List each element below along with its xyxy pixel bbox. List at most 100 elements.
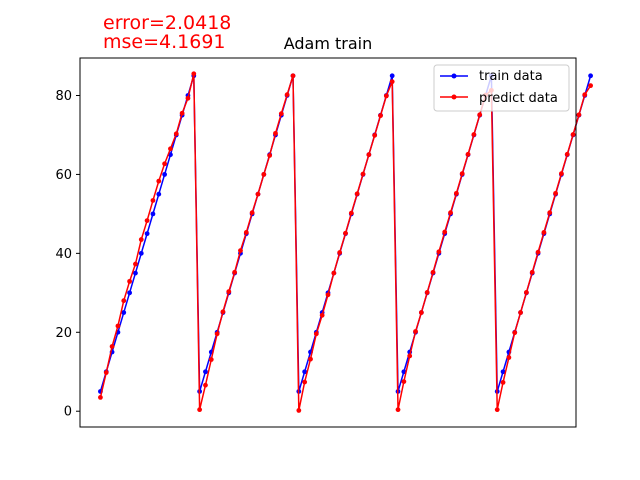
- data-point-predict: [541, 230, 547, 235]
- data-point-predict: [173, 131, 179, 137]
- y-axis: 0 20 40 60 80: [55, 89, 80, 420]
- legend: train data predict data: [433, 64, 570, 112]
- data-point-predict: [296, 408, 302, 413]
- data-point-predict: [500, 380, 506, 385]
- data-point-predict: [156, 178, 162, 184]
- data-point-predict: [337, 250, 343, 255]
- data-point-predict: [395, 407, 401, 413]
- plot-frame: [79, 57, 577, 428]
- data-point-predict: [255, 191, 261, 197]
- data-point-predict: [418, 310, 424, 315]
- y-tick-label: 40: [55, 247, 72, 262]
- data-point-predict: [121, 298, 127, 304]
- data-point-train: [389, 73, 395, 79]
- data-point-predict: [494, 407, 500, 413]
- plot-area: [80, 58, 576, 427]
- data-point-predict: [162, 161, 168, 167]
- y-tick-label: 20: [55, 326, 72, 341]
- data-point-predict: [220, 309, 226, 315]
- data-point-predict: [436, 249, 442, 255]
- data-point-predict: [319, 312, 325, 318]
- data-point-predict: [354, 191, 360, 197]
- data-point-predict: [284, 92, 290, 98]
- data-point-predict: [179, 110, 185, 116]
- error-annotation: error=2.0418: [103, 12, 231, 34]
- data-point-train: [127, 290, 132, 296]
- data-point-predict: [564, 151, 570, 157]
- data-point-predict: [185, 95, 191, 101]
- data-point-predict: [191, 71, 197, 77]
- data-point-train: [588, 73, 593, 79]
- data-point-predict: [582, 92, 588, 98]
- y-tick-label: 80: [55, 89, 72, 104]
- data-point-predict: [570, 132, 576, 137]
- data-point-predict: [512, 330, 518, 336]
- data-point-predict: [442, 229, 448, 235]
- data-point-predict: [214, 331, 220, 337]
- data-point-predict: [383, 93, 389, 99]
- data-point-predict: [366, 152, 372, 158]
- legend-predict-label: predict data: [479, 91, 558, 106]
- data-point-predict: [465, 151, 471, 157]
- data-point-predict: [150, 198, 156, 203]
- data-point-predict: [588, 83, 593, 89]
- data-point-train: [203, 369, 208, 375]
- data-point-predict: [238, 248, 243, 253]
- data-point-predict: [109, 344, 115, 349]
- mse-annotation: mse=4.1691: [103, 31, 226, 53]
- data-point-predict: [325, 292, 331, 298]
- data-point-predict: [197, 407, 203, 413]
- data-point-predict: [360, 171, 366, 177]
- legend-train-marker: [451, 73, 457, 79]
- data-point-predict: [453, 190, 459, 196]
- data-point-predict: [138, 237, 144, 242]
- chart-title: Adam train: [284, 34, 373, 53]
- data-point-predict: [471, 132, 477, 137]
- data-point-predict: [424, 290, 430, 295]
- data-point-train: [302, 369, 308, 375]
- data-point-predict: [401, 379, 407, 385]
- data-point-train: [144, 231, 150, 237]
- data-point-train: [138, 250, 144, 256]
- data-point-predict: [208, 357, 214, 362]
- data-point-predict: [267, 153, 273, 158]
- data-point-predict: [343, 230, 348, 236]
- data-point-predict: [308, 356, 313, 362]
- data-point-train: [133, 270, 138, 276]
- data-point-predict: [203, 382, 208, 388]
- data-point-train: [150, 211, 156, 217]
- data-point-predict: [144, 218, 150, 224]
- data-point-train: [500, 369, 506, 375]
- data-point-predict: [133, 261, 138, 267]
- data-point-train: [162, 172, 168, 177]
- data-point-predict: [413, 329, 418, 334]
- legend-train-label: train data: [479, 69, 543, 84]
- data-point-predict: [477, 112, 483, 118]
- data-point-predict: [518, 310, 523, 315]
- data-point-predict: [168, 146, 173, 152]
- data-point-predict: [98, 395, 103, 400]
- data-point-predict: [261, 172, 267, 177]
- data-point-predict: [559, 171, 564, 177]
- data-point-predict: [348, 210, 354, 216]
- series-layer: [98, 71, 593, 413]
- data-point-predict: [576, 112, 582, 118]
- data-point-predict: [127, 278, 132, 284]
- data-point-predict: [506, 355, 512, 360]
- data-point-predict: [243, 230, 249, 235]
- data-point-predict: [553, 190, 558, 196]
- data-point-predict: [407, 353, 413, 359]
- data-point-predict: [372, 132, 378, 138]
- data-point-predict: [249, 210, 255, 216]
- data-point-predict: [430, 269, 436, 275]
- legend-predict-marker: [451, 94, 457, 100]
- data-point-predict: [389, 79, 395, 85]
- data-point-predict: [302, 379, 308, 385]
- data-point-predict: [524, 290, 529, 295]
- data-point-predict: [313, 331, 319, 337]
- data-point-predict: [226, 289, 232, 295]
- data-point-predict: [232, 269, 238, 275]
- data-point-predict: [290, 73, 296, 79]
- data-point-predict: [115, 323, 121, 329]
